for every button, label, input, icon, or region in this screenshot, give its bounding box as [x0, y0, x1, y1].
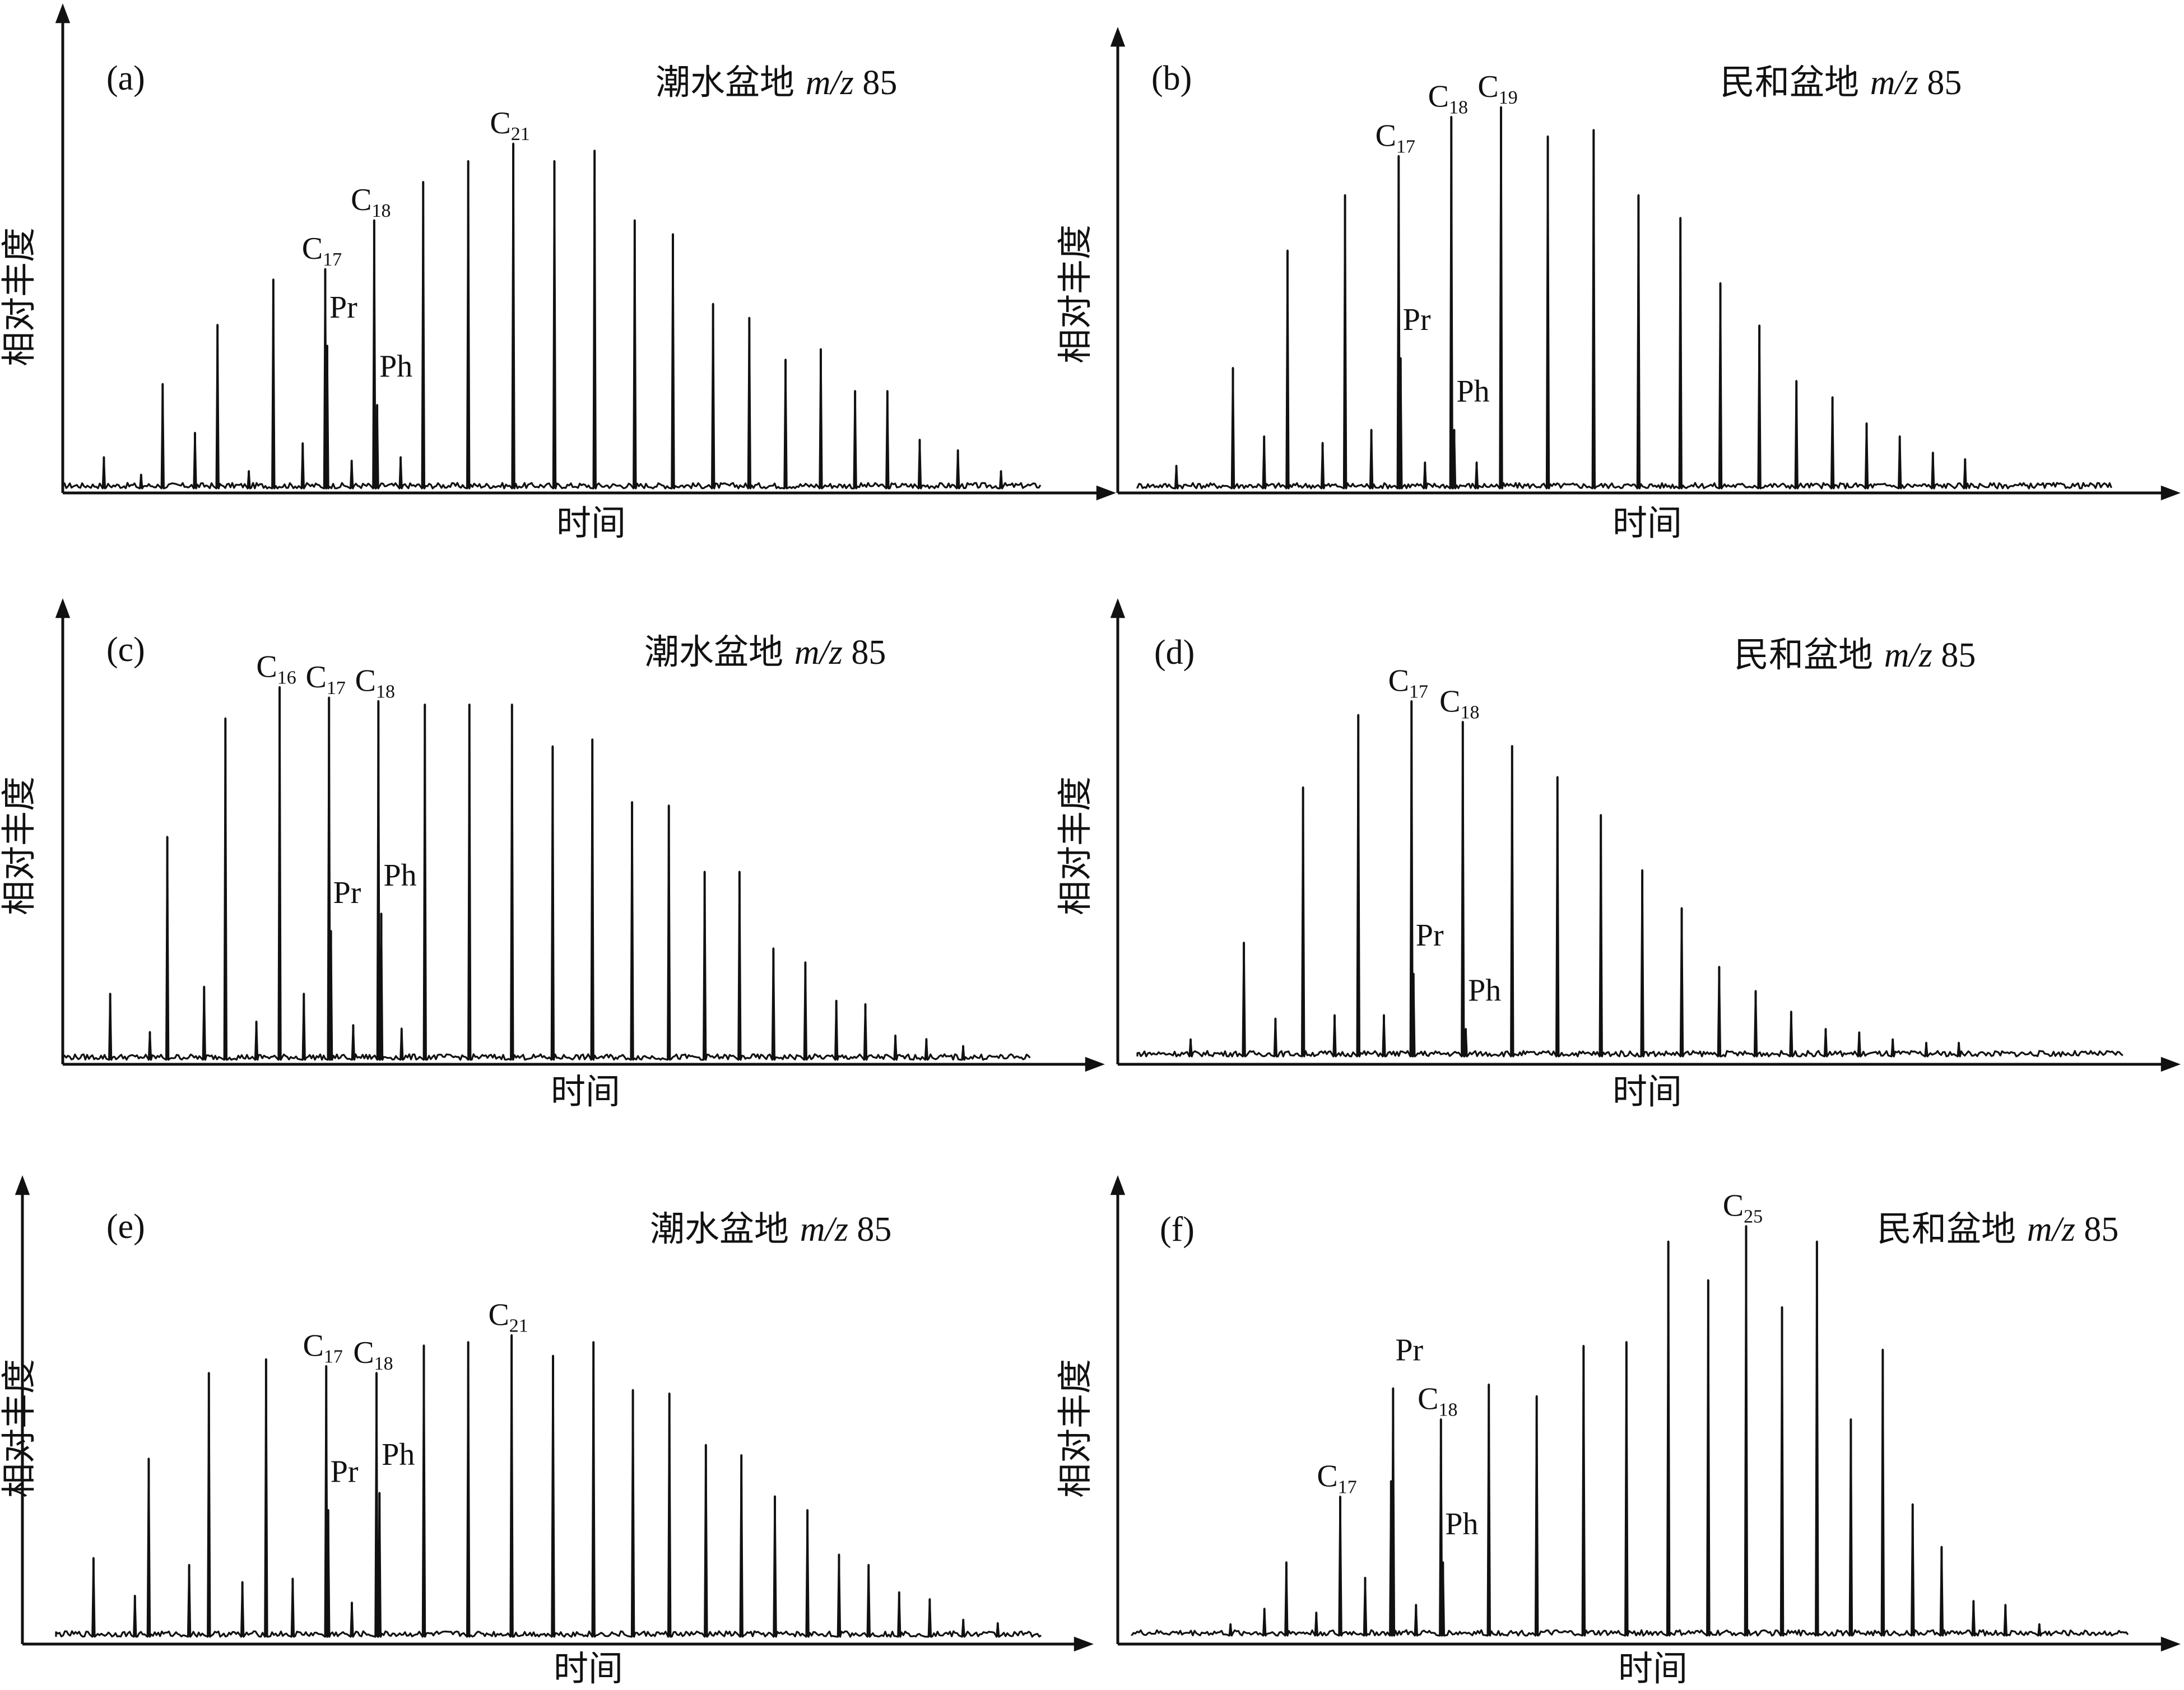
panel-title: 民和盆地 m/z 85: [1720, 62, 1962, 103]
x-axis-label: 时间: [1613, 502, 1682, 543]
peak-label-c25: C25: [1723, 1189, 1763, 1227]
peak-label-c17: C17: [306, 660, 346, 699]
x-axis-label: 时间: [1613, 1071, 1682, 1112]
peak-label-ph: Ph: [384, 858, 417, 893]
x-axis-label: 时间: [551, 1071, 620, 1112]
peak-label-c17: C17: [1376, 118, 1415, 157]
panel-title: 潮水盆地 m/z 85: [656, 62, 897, 103]
peak-label-ph: Ph: [1457, 374, 1490, 409]
x-axis-arrow-icon: [1096, 485, 1116, 501]
peak-label-ph: Ph: [382, 1437, 415, 1472]
peak-label-c18: C18: [351, 183, 391, 221]
peak-label-c18: C18: [1428, 80, 1468, 118]
y-axis-label: 相对丰度: [1054, 776, 1095, 915]
peak-label-c18: C18: [1418, 1382, 1457, 1421]
chromatogram-trace: [1136, 106, 2112, 490]
peak-label-pr: Pr: [331, 1455, 359, 1489]
peak-label-c17: C17: [1388, 664, 1428, 702]
peak-label-c18: C18: [1439, 684, 1479, 723]
peak-label-ph: Ph: [379, 350, 412, 384]
peak-label-c21: C21: [490, 106, 529, 145]
peak-label-ph: Ph: [1468, 974, 1501, 1008]
y-axis-arrow-icon: [55, 3, 71, 24]
panel-label: (b): [1151, 59, 1192, 97]
y-axis-arrow-icon: [15, 1175, 30, 1195]
chromatogram-trace: [62, 686, 1031, 1061]
chromatogram-trace: [55, 1334, 1042, 1638]
chromatogram-trace: [1136, 700, 2123, 1058]
peak-label-c17: C17: [303, 1329, 343, 1367]
x-axis-arrow-icon: [2160, 1636, 2181, 1652]
peak-label-pr: Pr: [1403, 302, 1431, 337]
y-axis-label: 相对丰度: [0, 1359, 39, 1498]
x-axis-arrow-icon: [1085, 1056, 1105, 1072]
peak-label-pr: Pr: [329, 290, 357, 325]
x-axis-arrow-icon: [1074, 1636, 1094, 1652]
panel-label: (d): [1154, 634, 1195, 672]
peak-label-pr: Pr: [1416, 918, 1444, 953]
peak-label-c16: C16: [256, 649, 296, 688]
y-axis-label: 相对丰度: [0, 776, 39, 915]
peak-label-pr: Pr: [333, 876, 361, 910]
y-axis-arrow-icon: [1110, 1175, 1126, 1195]
x-axis-arrow-icon: [2160, 1056, 2181, 1072]
panel-title: 潮水盆地 m/z 85: [644, 631, 886, 672]
panel-title: 民和盆地 m/z 85: [1734, 634, 1976, 675]
y-axis-label: 相对丰度: [1054, 225, 1095, 364]
peak-label-c21: C21: [488, 1297, 528, 1336]
y-axis-arrow-icon: [55, 598, 71, 618]
panel-label: (f): [1160, 1211, 1195, 1249]
peak-label-c18: C18: [355, 663, 395, 702]
x-axis-label: 时间: [554, 1648, 623, 1689]
chromatogram-trace: [1131, 1225, 2129, 1637]
peak-label-c18: C18: [353, 1335, 393, 1374]
y-axis-arrow-icon: [1110, 27, 1126, 47]
panel-label: (c): [106, 631, 145, 669]
x-axis-label: 时间: [1618, 1648, 1688, 1689]
panel-label: (e): [106, 1208, 145, 1246]
panel-title: 潮水盆地 m/z 85: [650, 1208, 891, 1249]
peak-label-c19: C19: [1477, 69, 1517, 108]
panel-title: 民和盆地 m/z 85: [1877, 1208, 2118, 1249]
y-axis-label: 相对丰度: [1054, 1359, 1095, 1498]
panel-label: (a): [106, 59, 145, 97]
peak-label-ph: Ph: [1445, 1507, 1478, 1542]
peak-label-c17: C17: [1317, 1459, 1356, 1498]
y-axis-label: 相对丰度: [0, 227, 39, 366]
peak-label-pr: Pr: [1395, 1333, 1423, 1367]
peak-label-c17: C17: [302, 231, 342, 270]
x-axis-arrow-icon: [2160, 485, 2181, 501]
x-axis-label: 时间: [556, 502, 626, 543]
chromatogram-trace: [62, 142, 1042, 490]
y-axis-arrow-icon: [1110, 598, 1126, 618]
